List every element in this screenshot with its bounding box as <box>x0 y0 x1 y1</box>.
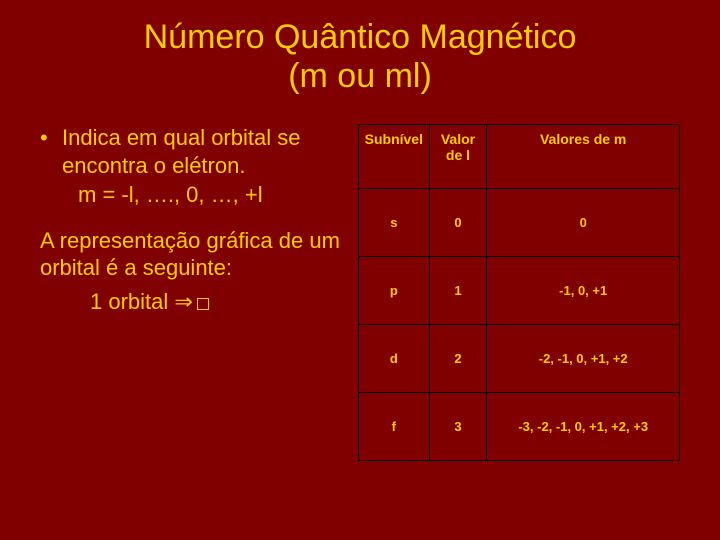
arrow-icon: ⇒ <box>174 289 192 314</box>
header-subnivel: Subnível <box>359 125 430 189</box>
paragraph: A representação gráfica de um orbital é … <box>40 227 340 282</box>
header-valor-l: Valor de l <box>429 125 487 189</box>
title-line-1: Número Quântico Magnético <box>144 18 577 56</box>
cell-valores-m: 0 <box>487 189 680 257</box>
cell-subnivel: s <box>359 189 430 257</box>
slide: Número Quântico Magnético (m ou ml) • In… <box>0 0 720 540</box>
bullet-dot-icon: • <box>40 124 62 209</box>
cell-valor-l: 0 <box>429 189 487 257</box>
cell-subnivel: p <box>359 257 430 325</box>
cell-valor-l: 3 <box>429 393 487 461</box>
left-column: • Indica em qual orbital se encontra o e… <box>40 124 340 461</box>
cell-valores-m: -2, -1, 0, +1, +2 <box>487 325 680 393</box>
cell-valores-m: -1, 0, +1 <box>487 257 680 325</box>
cell-subnivel: f <box>359 393 430 461</box>
content-area: • Indica em qual orbital se encontra o e… <box>40 124 680 461</box>
table-row: f 3 -3, -2, -1, 0, +1, +2, +3 <box>359 393 680 461</box>
table-row: p 1 -1, 0, +1 <box>359 257 680 325</box>
bullet-text: Indica em qual orbital se encontra o elé… <box>62 125 300 178</box>
quantum-table: Subnível Valor de l Valores de m s 0 0 p… <box>358 124 680 461</box>
bullet-formula: m = -l, …., 0, …, +l <box>62 181 340 209</box>
orbital-label: 1 orbital <box>90 289 174 314</box>
orbital-box-icon <box>197 298 209 310</box>
cell-valores-m: -3, -2, -1, 0, +1, +2, +3 <box>487 393 680 461</box>
header-valores-m: Valores de m <box>487 125 680 189</box>
title-line-2: (m ou ml) <box>288 57 432 95</box>
cell-subnivel: d <box>359 325 430 393</box>
cell-valor-l: 2 <box>429 325 487 393</box>
bullet-body: Indica em qual orbital se encontra o elé… <box>62 124 340 209</box>
slide-title: Número Quântico Magnético (m ou ml) <box>40 18 680 96</box>
table-row: d 2 -2, -1, 0, +1, +2 <box>359 325 680 393</box>
cell-valor-l: 1 <box>429 257 487 325</box>
table-header-row: Subnível Valor de l Valores de m <box>359 125 680 189</box>
table-row: s 0 0 <box>359 189 680 257</box>
right-column: Subnível Valor de l Valores de m s 0 0 p… <box>358 124 680 461</box>
bullet-item: • Indica em qual orbital se encontra o e… <box>40 124 340 209</box>
paragraph-sub: 1 orbital ⇒ <box>40 288 340 316</box>
